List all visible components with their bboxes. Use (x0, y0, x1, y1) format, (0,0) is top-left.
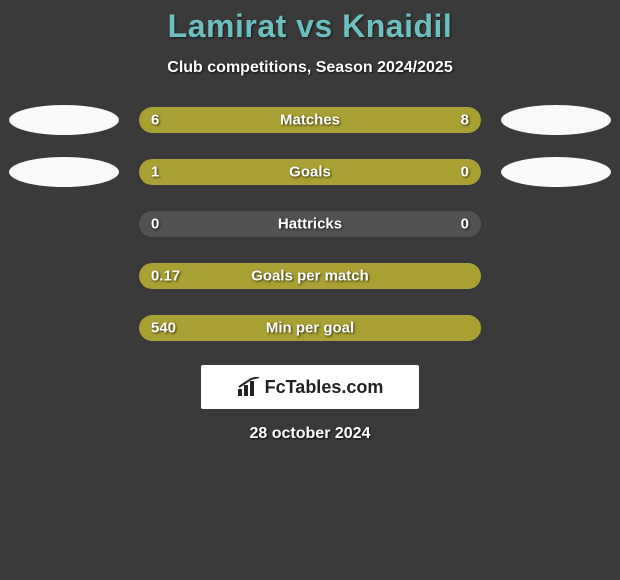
stat-value-left: 0 (151, 216, 159, 233)
stat-value-right: 0 (461, 164, 469, 181)
stats-list: 6 Matches 8 1 Goals 0 0 Hattricks 0 0.17 Goals per… (0, 105, 620, 343)
player-avatar-left (9, 105, 119, 135)
stat-label: Hattricks (278, 216, 342, 233)
source-logo[interactable]: FcTables.com (201, 365, 419, 409)
bar-segment-left (139, 107, 276, 133)
stat-bar: 6 Matches 8 (139, 107, 481, 133)
stat-value-right: 8 (461, 112, 469, 129)
stat-row: 6 Matches 8 (0, 105, 620, 135)
comparison-widget: Lamirat vs Knaidil Club competitions, Se… (0, 0, 620, 443)
stat-value-left: 540 (151, 320, 176, 337)
page-title: Lamirat vs Knaidil (0, 8, 620, 45)
subtitle: Club competitions, Season 2024/2025 (0, 59, 620, 77)
bar-segment-left (139, 159, 402, 185)
player-avatar-right (501, 105, 611, 135)
bar-segment-right (402, 159, 481, 185)
stat-value-left: 0.17 (151, 268, 180, 285)
stat-label: Min per goal (266, 320, 354, 337)
stat-row: 0 Hattricks 0 (0, 209, 620, 239)
stat-row: 1 Goals 0 (0, 157, 620, 187)
stat-label: Matches (280, 112, 340, 129)
stat-bar: 0 Hattricks 0 (139, 211, 481, 237)
stat-bar: 0.17 Goals per match (139, 263, 481, 289)
stat-bar: 540 Min per goal (139, 315, 481, 341)
player-avatar-left (9, 157, 119, 187)
stat-value-left: 6 (151, 112, 159, 129)
stat-row: 0.17 Goals per match (0, 261, 620, 291)
player-avatar-right (501, 157, 611, 187)
stat-bar: 1 Goals 0 (139, 159, 481, 185)
chart-icon (237, 377, 261, 397)
stat-row: 540 Min per goal (0, 313, 620, 343)
logo-text: FcTables.com (265, 377, 384, 398)
logo-inner: FcTables.com (237, 377, 384, 398)
date-text: 28 october 2024 (0, 425, 620, 443)
stat-value-right: 0 (461, 216, 469, 233)
stat-label: Goals per match (251, 268, 369, 285)
stat-value-left: 1 (151, 164, 159, 181)
stat-label: Goals (289, 164, 331, 181)
